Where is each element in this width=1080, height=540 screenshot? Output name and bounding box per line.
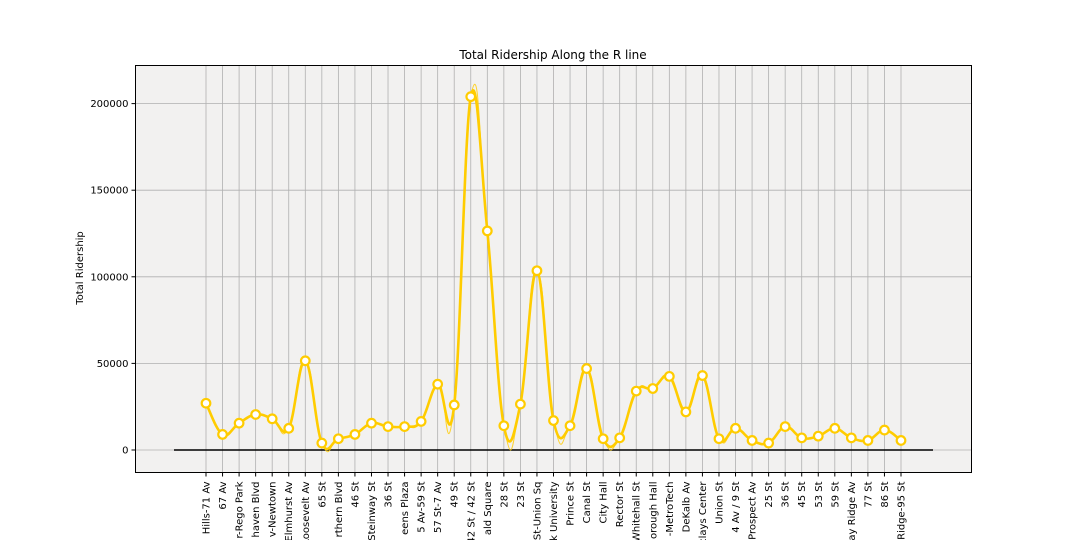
data-point	[250, 409, 262, 420]
x-tick-label: ald Square	[483, 482, 494, 536]
data-point	[200, 397, 212, 409]
data-point	[465, 91, 477, 103]
x-tick-label: -MetroTech	[665, 482, 676, 537]
y-tick-label: 150000	[90, 186, 128, 197]
data-point	[879, 424, 890, 436]
data-point	[448, 399, 460, 411]
x-tick-label: 67 Av	[218, 481, 229, 509]
data-point	[845, 432, 857, 444]
data-point	[614, 432, 626, 444]
data-point	[332, 433, 344, 445]
x-tick-label: Steinway St	[367, 481, 378, 540]
data-point	[316, 437, 328, 449]
data-point	[697, 370, 708, 381]
x-tick-label: 65 St	[317, 481, 328, 507]
x-tick-label: Canal St	[582, 481, 593, 523]
data-point	[597, 433, 609, 445]
x-tick-label: 77 St	[863, 481, 874, 507]
x-tick-label: 59 St	[830, 481, 841, 507]
data-point	[548, 415, 559, 426]
data-point	[713, 433, 725, 445]
x-tick-label: 86 St	[880, 481, 891, 507]
data-point	[498, 420, 510, 432]
data-point	[266, 413, 278, 425]
x-tick-label: St-Union Sq	[532, 482, 543, 540]
data-point	[233, 417, 245, 429]
x-tick-label: Union St	[714, 481, 725, 523]
data-point	[432, 378, 444, 390]
x-tick-label: 42 St / 42 St	[466, 481, 477, 540]
x-tick-label: DeKalb Av	[681, 481, 692, 532]
y-tick-label: 100000	[90, 272, 128, 283]
data-point	[349, 428, 361, 440]
data-point	[746, 435, 758, 446]
data-point	[663, 370, 675, 382]
x-tick-label: 57 St-7 Av	[433, 481, 444, 533]
data-point	[217, 428, 228, 440]
data-point	[299, 355, 311, 367]
data-point	[515, 398, 526, 410]
x-tick-label: Hills-71 Av	[202, 481, 213, 534]
data-point	[779, 421, 791, 433]
data-point	[630, 385, 642, 397]
x-tick-label: r-Rego Park	[235, 481, 246, 538]
data-point	[862, 435, 874, 446]
data-point	[564, 420, 576, 432]
x-tick-label: 36 St	[781, 481, 792, 507]
x-tick-label: v-Newtown	[268, 482, 279, 538]
data-point	[399, 421, 410, 433]
x-tick-label: 28 St	[499, 481, 510, 507]
y-axis-ticks: 0 50000 100000 150000 200000	[90, 99, 136, 456]
data-point	[812, 430, 824, 442]
x-tick-label: Prince St	[566, 481, 577, 525]
data-point	[366, 417, 377, 429]
x-tick-label: 36 St	[384, 481, 395, 507]
data-point	[283, 422, 295, 434]
x-tick-label: 25 St	[764, 481, 775, 507]
x-tick-label: eens Plaza	[400, 482, 411, 535]
data-point	[415, 416, 427, 427]
x-tick-label: 23 St	[516, 481, 527, 507]
data-point	[481, 225, 493, 237]
x-tick-label: rthern Blvd	[334, 482, 345, 538]
x-tick-label: Elmhurst Av	[284, 481, 295, 540]
data-point	[895, 435, 907, 446]
data-point	[680, 406, 692, 418]
x-tick-label: 53 St	[814, 481, 825, 507]
x-tick-label: 46 St	[350, 481, 361, 507]
data-point	[382, 421, 394, 433]
x-tick-label: Prospect Av	[748, 481, 759, 539]
data-point	[581, 363, 592, 374]
x-tick-label: ay Ridge Av	[847, 481, 858, 540]
x-tick-label: haven Blvd	[251, 482, 262, 538]
y-tick-label: 50000	[97, 359, 129, 370]
y-axis-label: Total Ridership	[75, 231, 86, 306]
series-points	[200, 91, 907, 449]
data-point	[829, 422, 841, 434]
x-tick-label: Rector St	[615, 481, 626, 527]
data-point	[796, 432, 808, 444]
data-point	[531, 265, 543, 277]
x-tick-label: 45 St	[797, 481, 808, 507]
data-point	[647, 383, 659, 394]
x-tick-label: Roosevelt Av	[301, 481, 312, 540]
x-axis-ticks: Hills-71 Av 67 Av r-Rego Park haven Blvd v-N…	[202, 472, 908, 540]
x-tick-label: City Hall	[599, 482, 610, 524]
x-tick-label: Whitehall St	[632, 481, 643, 540]
data-point	[730, 422, 741, 434]
x-tick-label: 4 Av / 9 St	[731, 481, 742, 532]
x-tick-label: k University	[549, 481, 560, 540]
y-tick-label: 200000	[90, 99, 128, 110]
x-tick-label: Ridge-95 St	[897, 481, 908, 539]
x-tick-label: 49 St	[450, 481, 461, 507]
chart-title: Total Ridership Along the R line	[458, 48, 646, 62]
data-point	[763, 437, 775, 449]
x-tick-label: clays Center	[698, 481, 709, 540]
x-tick-label: orough Hall	[648, 482, 659, 540]
y-tick-label: 0	[122, 445, 128, 456]
x-tick-label: 5 Av-59 St	[417, 481, 428, 532]
